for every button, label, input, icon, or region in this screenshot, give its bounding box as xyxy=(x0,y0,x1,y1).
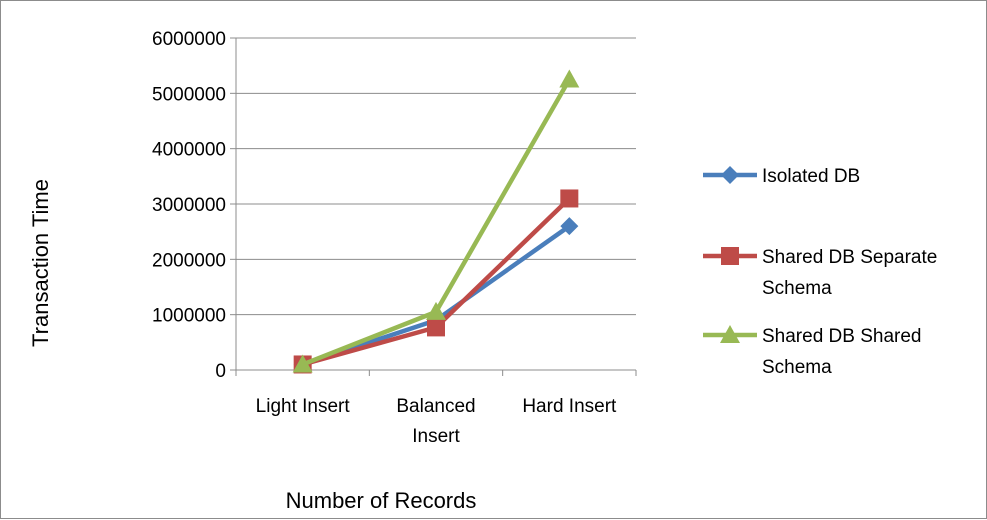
gridlines xyxy=(236,37,636,316)
legend-label: Isolated DB xyxy=(762,166,860,187)
legend-marker xyxy=(721,247,739,265)
y-tick-label: 5000000 xyxy=(152,84,226,105)
data-point xyxy=(560,189,579,208)
data-point xyxy=(427,318,445,337)
y-tick-label: 4000000 xyxy=(152,140,226,161)
legend-marker xyxy=(721,166,739,184)
y-axis-title: Transaction Time xyxy=(28,179,53,347)
y-tick-label: 3000000 xyxy=(152,195,226,216)
data-point xyxy=(292,354,313,373)
data-point xyxy=(426,301,446,320)
series-lines xyxy=(292,69,580,374)
y-tick-label: 2000000 xyxy=(152,250,226,271)
legend-marker xyxy=(720,325,740,343)
legend-label: Shared DB Shared Schema xyxy=(762,326,922,378)
legend-label: Shared DB Separate Schema xyxy=(762,247,937,299)
x-tick-label: Balanced Insert xyxy=(396,396,475,447)
series-line xyxy=(300,223,572,367)
x-tick-label: Light Insert xyxy=(256,396,351,417)
data-point xyxy=(560,217,579,236)
y-tick-label: 6000000 xyxy=(152,29,226,50)
x-axis-title: Number of Records xyxy=(286,488,477,513)
data-point xyxy=(559,69,580,88)
y-tick-label: 1000000 xyxy=(152,306,226,327)
y-tick-label: 0 xyxy=(215,361,226,382)
legend: Isolated DB Shared DB Separate Schema Share… xyxy=(703,166,937,378)
x-tick-label: Hard Insert xyxy=(522,396,617,417)
series-line xyxy=(300,196,572,367)
